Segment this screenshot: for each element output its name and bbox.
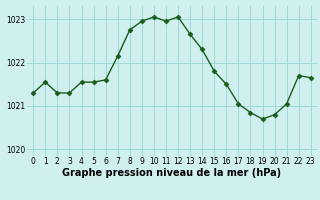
X-axis label: Graphe pression niveau de la mer (hPa): Graphe pression niveau de la mer (hPa) <box>62 168 282 178</box>
